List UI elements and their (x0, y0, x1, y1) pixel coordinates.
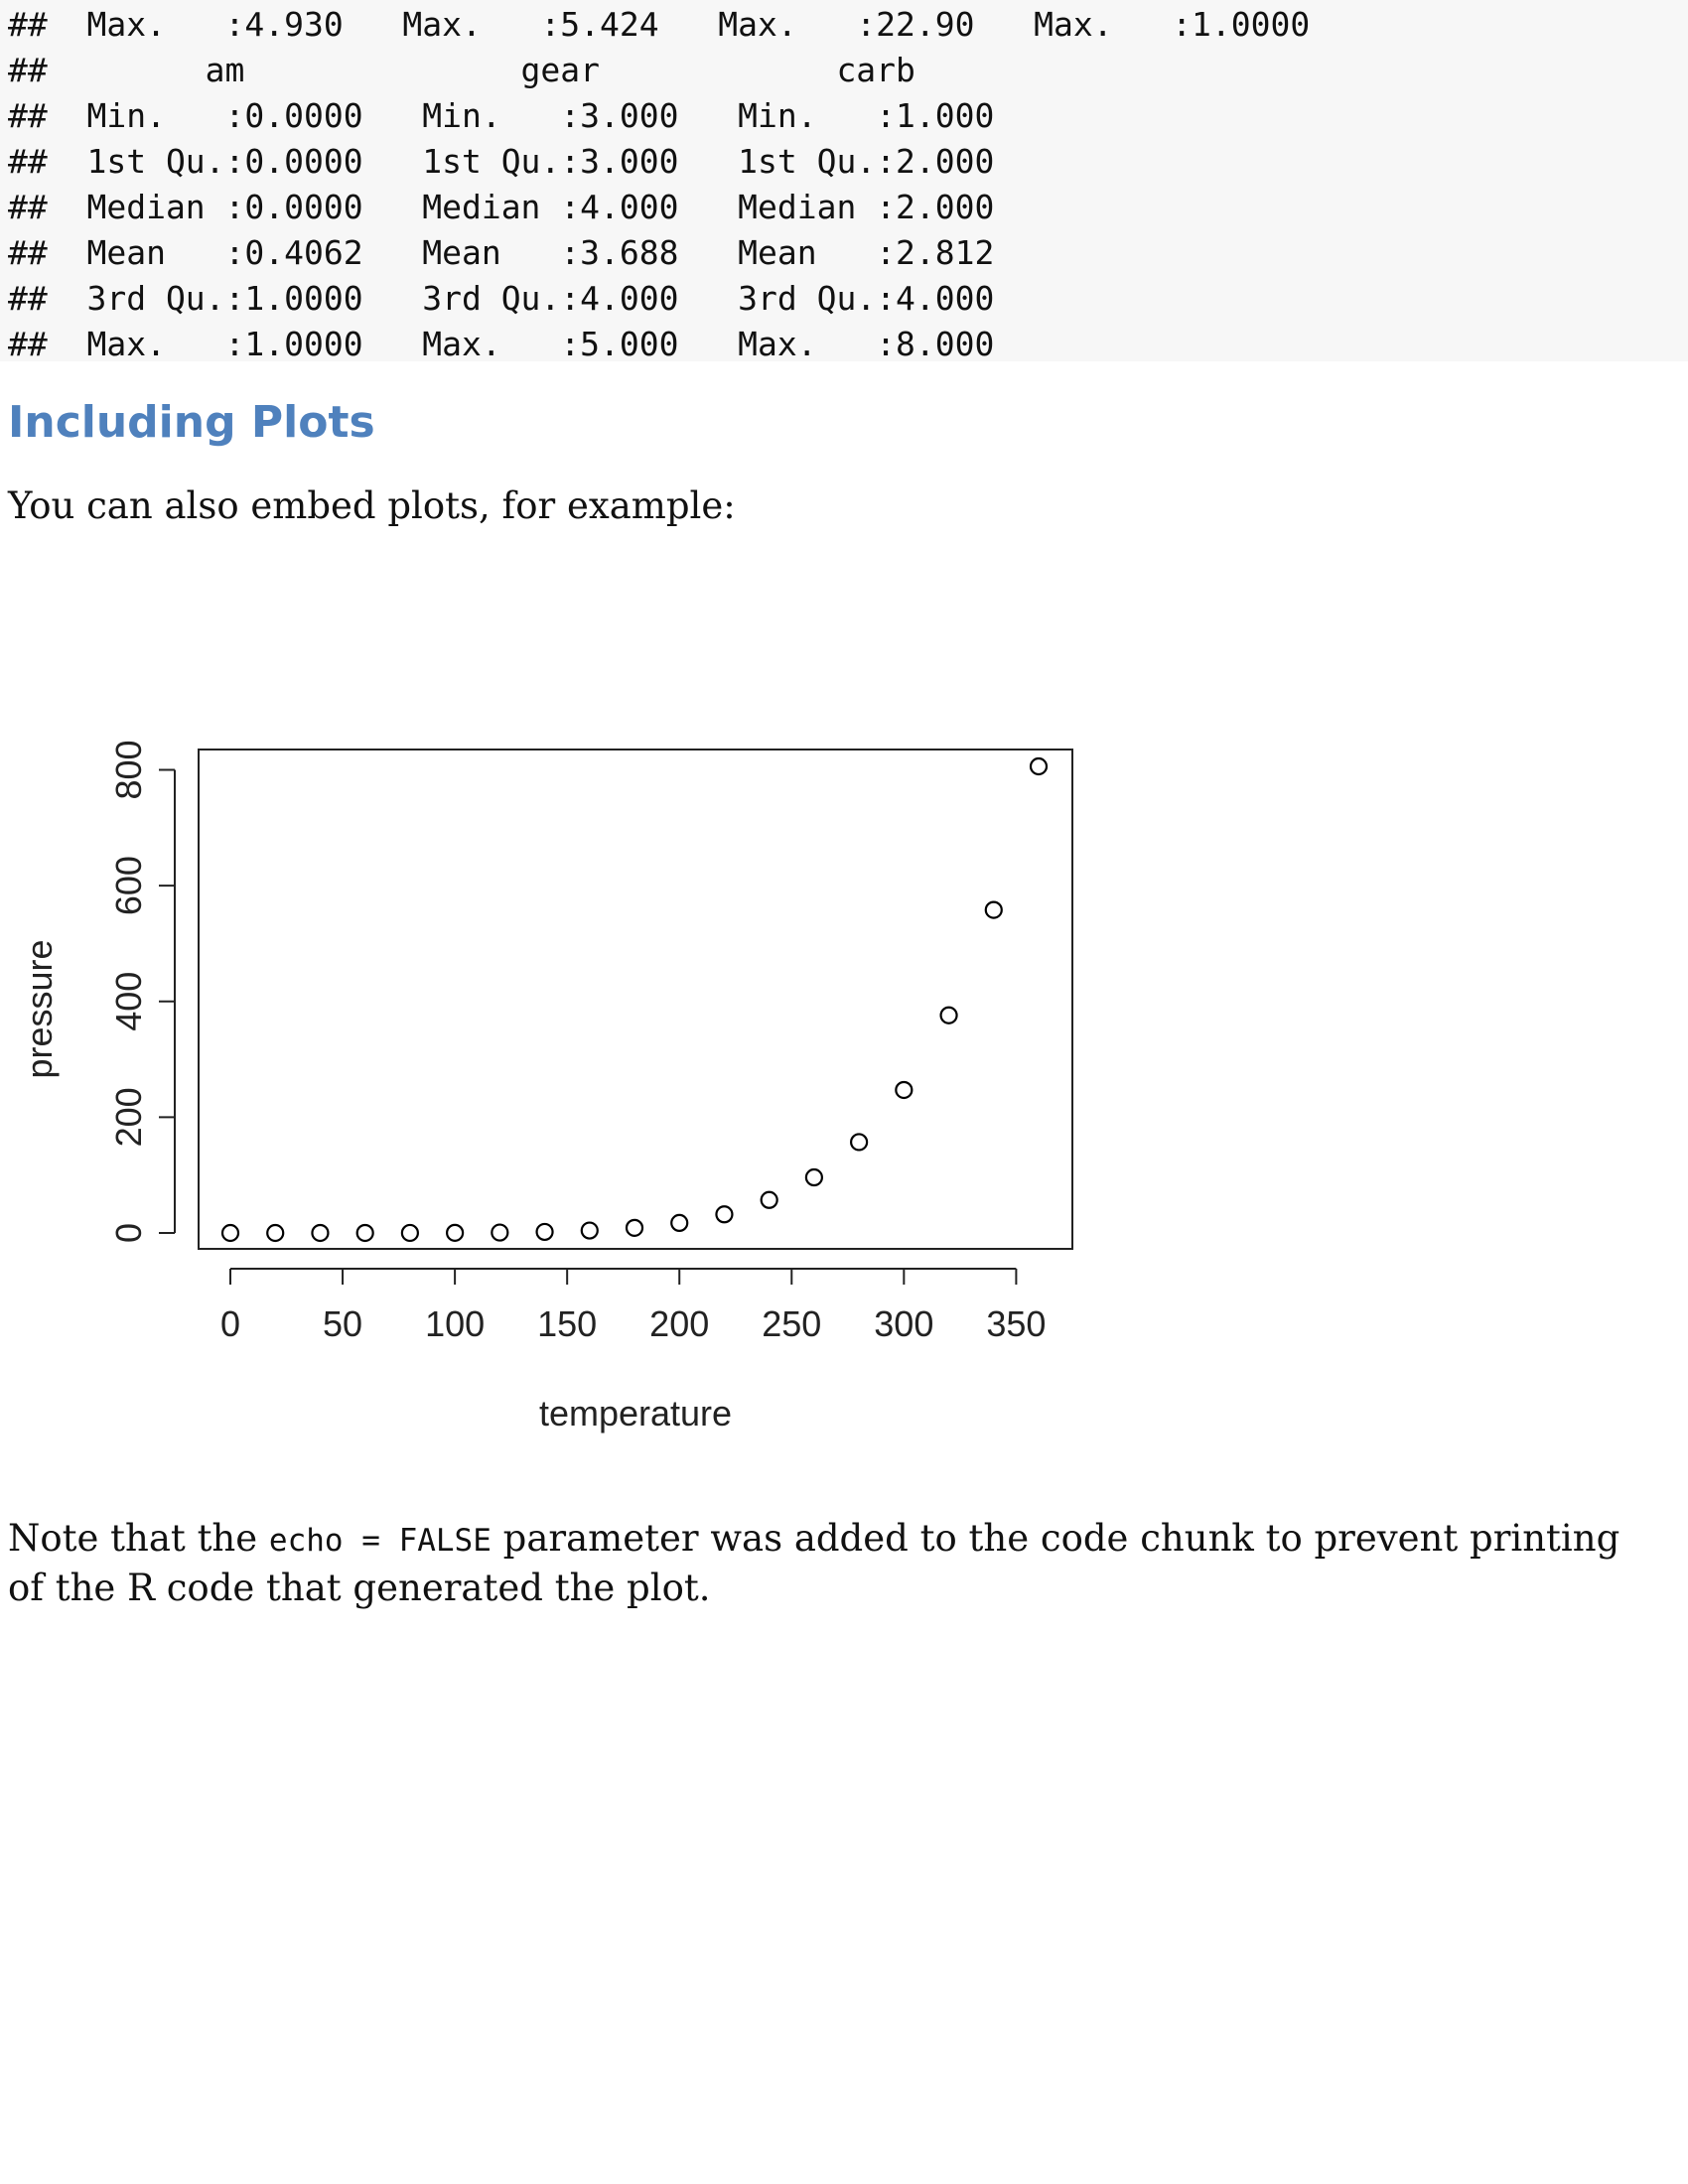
x-axis-label: temperature (539, 1393, 732, 1433)
section-heading: Including Plots (8, 397, 375, 448)
y-axis-ticks: 0 200 400 600 800 (108, 740, 175, 1243)
pressure-scatter-plot: 0 50 100 150 200 250 300 350 0 200 400 600 800 temp… (19, 740, 1073, 1433)
data-point (535, 1222, 554, 1242)
plot-frame (198, 749, 1073, 1250)
code-output-block: ## Max. :4.930 Max. :5.424 Max. :22.90 M… (0, 0, 1688, 363)
data-point (446, 1223, 465, 1242)
note-text: Note that the (8, 1517, 269, 1560)
code-output-line: ## 1st Qu.:0.0000 1st Qu.:3.000 1st Qu.:… (8, 142, 995, 181)
data-point (625, 1218, 644, 1237)
data-point (939, 1006, 958, 1024)
code-output-line: ## am gear carb (8, 51, 915, 89)
data-point (311, 1223, 330, 1243)
y-axis-label: pressure (19, 939, 60, 1078)
code-output-line: ## Max. :4.930 Max. :5.424 Max. :22.90 M… (8, 5, 1311, 44)
data-point (400, 1223, 419, 1243)
data-point (804, 1167, 823, 1187)
x-tick-label: 150 (537, 1303, 597, 1344)
data-point (850, 1133, 869, 1152)
data-point (895, 1080, 914, 1100)
y-tick-label: 200 (108, 1087, 149, 1147)
data-points (220, 756, 1049, 1243)
x-tick-label: 350 (986, 1303, 1046, 1344)
data-point (715, 1205, 734, 1224)
code-output-line: ## 3rd Qu.:1.0000 3rd Qu.:4.000 3rd Qu.:… (8, 279, 995, 318)
y-tick-label: 0 (108, 1223, 149, 1243)
note-text: parameter was added to the code chunk to… (491, 1517, 1620, 1560)
intro-paragraph: You can also embed plots, for example: (8, 484, 736, 527)
code-output-line: ## Mean :0.4062 Mean :3.688 Mean :2.812 (8, 233, 995, 272)
code-output-line: ## Median :0.0000 Median :4.000 Median :… (8, 188, 995, 226)
x-tick-label: 0 (220, 1303, 240, 1344)
y-tick-label: 800 (108, 740, 149, 799)
code-output-line: ## Min. :0.0000 Min. :3.000 Min. :1.000 (8, 96, 995, 135)
data-point (580, 1221, 599, 1240)
x-axis-ticks: 0 50 100 150 200 250 300 350 (220, 1269, 1046, 1344)
x-tick-label: 300 (874, 1303, 933, 1344)
x-tick-label: 50 (323, 1303, 362, 1344)
x-tick-label: 250 (762, 1303, 821, 1344)
data-point (220, 1223, 240, 1243)
data-point (760, 1190, 778, 1209)
data-point (670, 1213, 689, 1233)
note-text: of the R code that generated the plot. (8, 1567, 711, 1609)
y-tick-label: 400 (108, 972, 149, 1031)
y-tick-label: 600 (108, 856, 149, 915)
x-tick-label: 100 (425, 1303, 485, 1344)
note-paragraph: Note that the echo = FALSE parameter was… (8, 1515, 1619, 1612)
data-point (1029, 756, 1049, 776)
code-output-line: ## Max. :1.0000 Max. :5.000 Max. :8.000 (8, 325, 995, 363)
inline-code: echo = FALSE (268, 1523, 492, 1559)
data-point (266, 1223, 285, 1243)
data-point (984, 900, 1003, 919)
data-point (491, 1223, 509, 1242)
x-tick-label: 200 (649, 1303, 709, 1344)
data-point (355, 1223, 374, 1243)
